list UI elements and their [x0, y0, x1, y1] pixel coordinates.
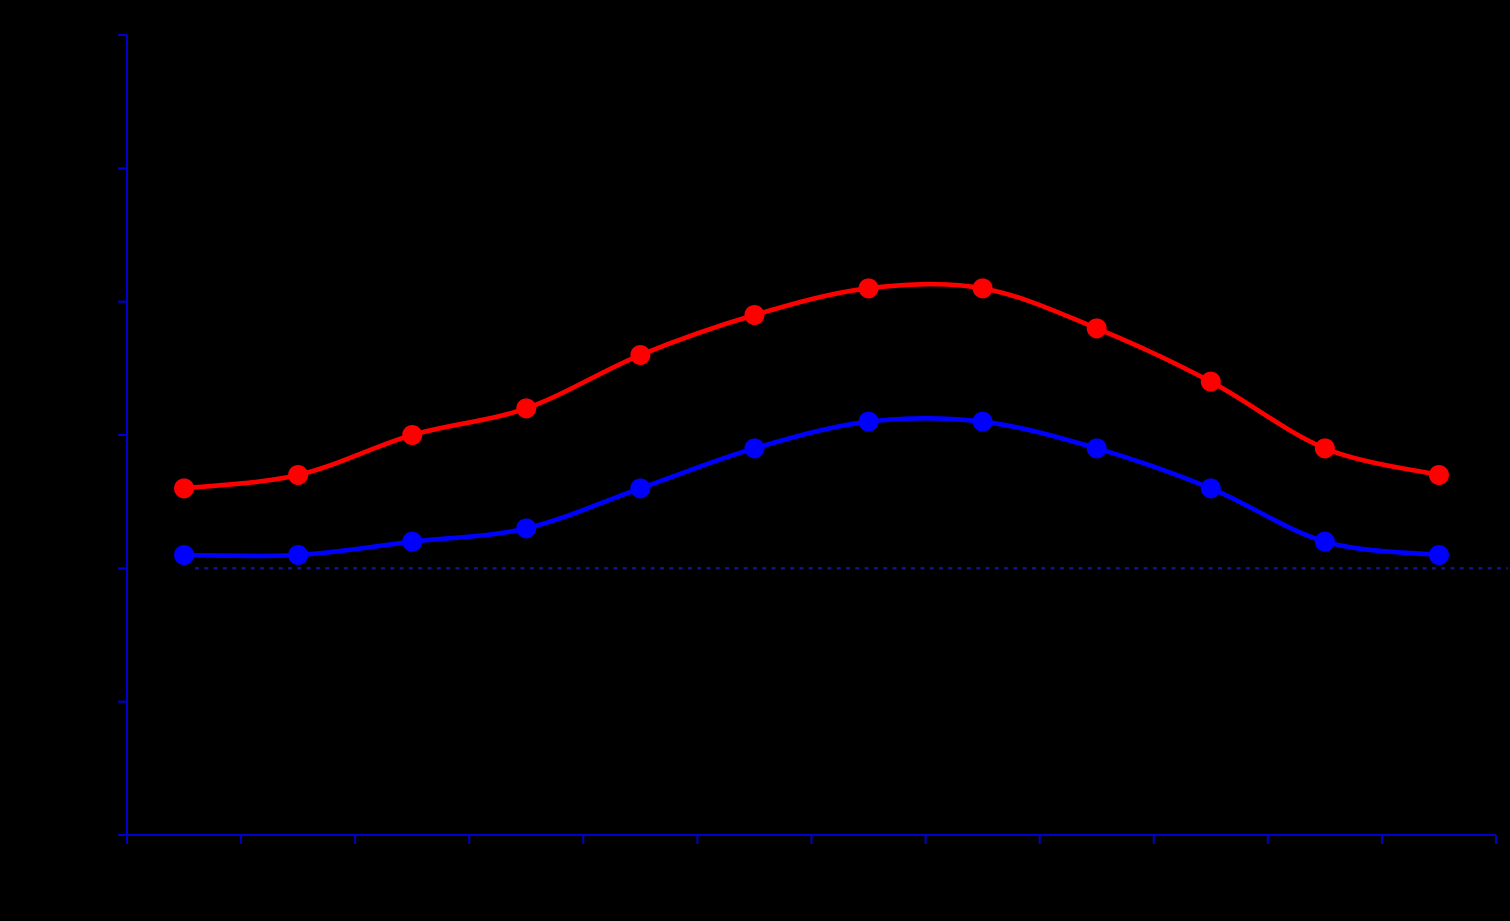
lower-blue-series-marker: [1314, 531, 1335, 552]
lower-blue-series-marker: [288, 545, 309, 565]
upper-red-series-marker: [858, 278, 879, 299]
lower-blue-series-marker: [972, 411, 993, 432]
lower-blue-series-marker: [1200, 478, 1221, 499]
upper-red-series-marker: [1086, 318, 1107, 339]
upper-red-series-marker: [288, 465, 309, 485]
upper-red-series-marker: [1314, 438, 1335, 459]
axes: [118, 34, 1497, 844]
lower-blue-series-marker: [1086, 438, 1107, 459]
upper-red-series-marker: [516, 398, 537, 419]
upper-red-series-marker: [744, 305, 765, 325]
lower-blue-series-line: [181, 416, 1442, 559]
data-series: [174, 278, 1449, 565]
lower-blue-series-marker: [516, 518, 537, 539]
upper-red-series-marker: [402, 425, 423, 445]
upper-red-series-marker: [1428, 465, 1449, 485]
upper-red-series-marker: [972, 278, 993, 299]
lower-blue-series-marker: [744, 438, 765, 459]
upper-red-series-marker: [1200, 371, 1221, 392]
lower-blue-series-marker: [402, 531, 423, 552]
lower-blue-series-marker: [1428, 545, 1449, 565]
lower-blue-series-marker: [630, 478, 651, 499]
upper-red-series-marker: [174, 478, 195, 499]
lower-blue-series-marker: [174, 545, 195, 565]
upper-red-series-marker: [630, 345, 651, 365]
lower-blue-series-marker: [858, 411, 879, 432]
upper-red-series-line: [181, 281, 1442, 491]
